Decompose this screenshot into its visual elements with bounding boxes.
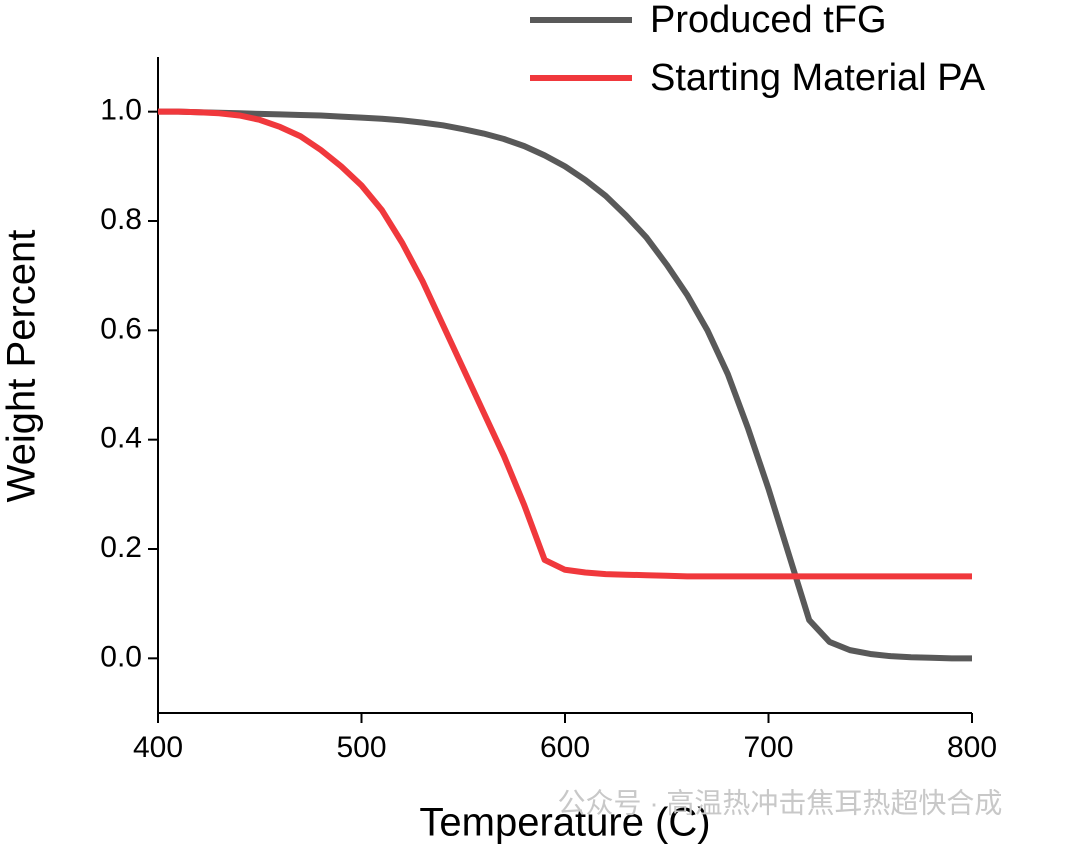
x-axis-label: Temperature (C) — [419, 801, 710, 845]
watermark: 公众号 · 高温热冲击焦耳热超快合成 — [558, 787, 1003, 818]
y-tick-label: 0.8 — [100, 203, 142, 236]
y-tick-label: 0.6 — [100, 312, 142, 345]
x-tick-label: 500 — [336, 731, 386, 764]
x-tick-label: 400 — [133, 731, 183, 764]
data-line — [158, 108, 972, 580]
y-axis-label: Weight Percent — [0, 230, 44, 503]
y-tick-label: 0.2 — [100, 531, 142, 564]
x-tick-label: 800 — [947, 731, 997, 764]
data-line — [158, 108, 972, 662]
y-tick-label: 1.0 — [100, 94, 142, 127]
y-tick-label: 0.0 — [100, 640, 142, 673]
legend-label: Starting Material PA — [650, 57, 986, 99]
y-tick-label: 0.4 — [100, 422, 142, 455]
x-tick-label: 600 — [540, 731, 590, 764]
legend-label: Produced tFG — [650, 0, 887, 41]
x-tick-label: 700 — [743, 731, 793, 764]
